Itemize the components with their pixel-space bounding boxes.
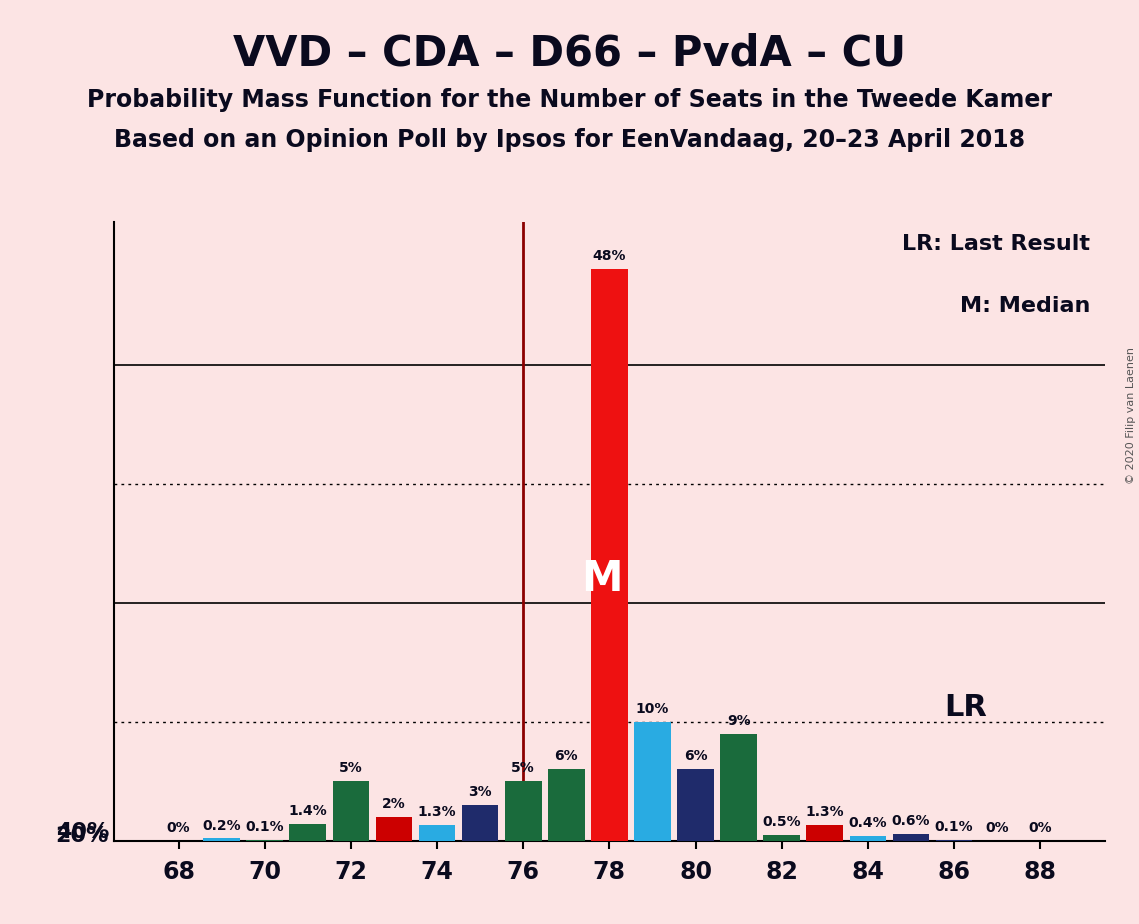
Text: 0.1%: 0.1%: [935, 820, 974, 833]
Text: 0.6%: 0.6%: [892, 814, 931, 828]
Text: 48%: 48%: [592, 249, 626, 263]
Bar: [461, 805, 499, 841]
Bar: [850, 836, 886, 841]
Text: 6%: 6%: [555, 749, 579, 763]
Text: 5%: 5%: [339, 761, 362, 775]
Bar: [289, 824, 326, 841]
Text: 0.2%: 0.2%: [203, 819, 241, 833]
Text: 1.4%: 1.4%: [288, 804, 327, 819]
Bar: [333, 782, 369, 841]
Text: 0.1%: 0.1%: [245, 820, 284, 833]
Text: 0%: 0%: [985, 821, 1009, 835]
Bar: [203, 838, 240, 841]
Text: 0.4%: 0.4%: [849, 816, 887, 830]
Text: 5%: 5%: [511, 761, 535, 775]
Bar: [591, 270, 628, 841]
Bar: [246, 840, 282, 841]
Bar: [548, 770, 584, 841]
Text: 0%: 0%: [166, 821, 190, 835]
Text: © 2020 Filip van Laenen: © 2020 Filip van Laenen: [1126, 347, 1136, 484]
Bar: [419, 825, 456, 841]
Text: VVD – CDA – D66 – PvdA – CU: VVD – CDA – D66 – PvdA – CU: [233, 32, 906, 74]
Text: 0%: 0%: [1029, 821, 1052, 835]
Text: LR: Last Result: LR: Last Result: [902, 234, 1090, 254]
Text: 1.3%: 1.3%: [805, 806, 844, 820]
Text: 40%: 40%: [56, 821, 109, 842]
Bar: [505, 782, 541, 841]
Bar: [893, 833, 929, 841]
Text: M: Median: M: Median: [959, 296, 1090, 316]
Text: 3%: 3%: [468, 785, 492, 799]
Bar: [634, 722, 671, 841]
Text: Based on an Opinion Poll by Ipsos for EenVandaag, 20–23 April 2018: Based on an Opinion Poll by Ipsos for Ee…: [114, 128, 1025, 152]
Text: 1.3%: 1.3%: [418, 806, 457, 820]
Bar: [763, 835, 800, 841]
Bar: [936, 840, 973, 841]
Text: 20%: 20%: [56, 826, 109, 846]
Text: M: M: [581, 558, 622, 600]
Text: 6%: 6%: [683, 749, 707, 763]
Bar: [720, 734, 757, 841]
Text: 2%: 2%: [382, 797, 405, 811]
Text: 9%: 9%: [727, 713, 751, 728]
Text: LR: LR: [944, 693, 988, 723]
Text: 10%: 10%: [636, 702, 669, 716]
Bar: [376, 817, 412, 841]
Bar: [678, 770, 714, 841]
Bar: [806, 825, 843, 841]
Text: 0.5%: 0.5%: [762, 815, 801, 829]
Text: Probability Mass Function for the Number of Seats in the Tweede Kamer: Probability Mass Function for the Number…: [87, 88, 1052, 112]
